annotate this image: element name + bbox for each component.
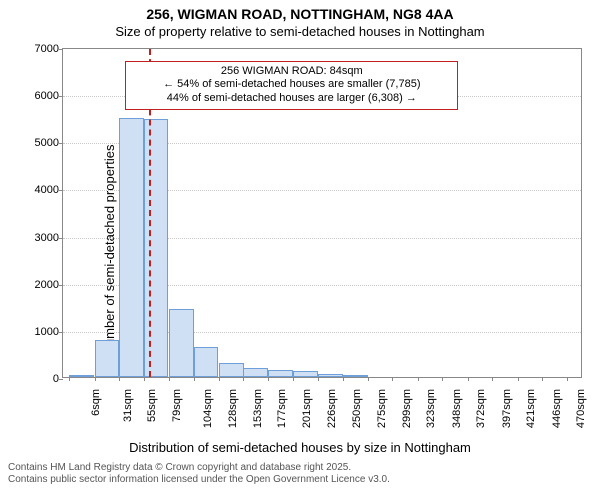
annotation-line: 44% of semi-detached houses are larger (…: [132, 92, 451, 106]
xtick-label: 226sqm: [327, 389, 339, 428]
xtick-label: 421sqm: [525, 389, 537, 428]
xtick-label: 6sqm: [90, 389, 102, 416]
xtick-mark: [542, 377, 543, 381]
xtick-label: 31sqm: [122, 389, 134, 422]
xtick-mark: [194, 377, 195, 381]
xtick-label: 104sqm: [202, 389, 214, 428]
xtick-label: 250sqm: [351, 389, 363, 428]
xtick-label: 153sqm: [252, 389, 264, 428]
annotation-box: 256 WIGMAN ROAD: 84sqm← 54% of semi-deta…: [125, 61, 458, 110]
xtick-mark: [368, 377, 369, 381]
ytick-label: 6000: [35, 90, 63, 102]
xtick-mark: [343, 377, 344, 381]
histogram-bar: [293, 371, 318, 377]
xtick-mark: [567, 377, 568, 381]
xtick-mark: [468, 377, 469, 381]
histogram-bar: [144, 119, 169, 377]
footer-line: Contains public sector information licen…: [8, 474, 390, 486]
histogram-bar: [243, 368, 268, 377]
xtick-label: 177sqm: [277, 389, 289, 428]
ytick-label: 0: [53, 373, 63, 385]
histogram-bar: [343, 375, 368, 377]
xtick-mark: [442, 377, 443, 381]
xtick-label: 201sqm: [301, 389, 313, 428]
histogram-bar: [318, 374, 343, 377]
xtick-mark: [492, 377, 493, 381]
xtick-mark: [293, 377, 294, 381]
xtick-mark: [518, 377, 519, 381]
xtick-label: 348sqm: [451, 389, 463, 428]
xtick-mark: [392, 377, 393, 381]
footer-line: Contains HM Land Registry data © Crown c…: [8, 462, 390, 474]
xtick-mark: [95, 377, 96, 381]
histogram-bar: [69, 375, 94, 377]
ytick-label: 2000: [35, 279, 63, 291]
xtick-label: 470sqm: [575, 389, 587, 428]
chart-title: 256, WIGMAN ROAD, NOTTINGHAM, NG8 4AA: [0, 6, 600, 22]
histogram-bar: [219, 363, 244, 377]
xtick-mark: [268, 377, 269, 381]
ytick-label: 7000: [35, 43, 63, 55]
x-axis-label: Distribution of semi-detached houses by …: [0, 440, 600, 455]
annotation-line: 256 WIGMAN ROAD: 84sqm: [132, 65, 451, 79]
xtick-label: 446sqm: [551, 389, 563, 428]
xtick-label: 79sqm: [171, 389, 183, 422]
annotation-line: ← 54% of semi-detached houses are smalle…: [132, 78, 451, 92]
histogram-bar: [194, 347, 219, 377]
xtick-mark: [144, 377, 145, 381]
histogram-bar: [169, 309, 194, 377]
xtick-label: 323sqm: [425, 389, 437, 428]
xtick-mark: [318, 377, 319, 381]
chart-subtitle: Size of property relative to semi-detach…: [0, 24, 600, 39]
plot-area: 010002000300040005000600070006sqm31sqm55…: [62, 48, 582, 378]
ytick-label: 5000: [35, 137, 63, 149]
xtick-mark: [219, 377, 220, 381]
ytick-label: 4000: [35, 184, 63, 196]
chart-container: 256, WIGMAN ROAD, NOTTINGHAM, NG8 4AA Si…: [0, 0, 600, 500]
histogram-bar: [268, 370, 293, 377]
ytick-label: 3000: [35, 232, 63, 244]
xtick-label: 372sqm: [475, 389, 487, 428]
xtick-label: 55sqm: [146, 389, 158, 422]
xtick-mark: [119, 377, 120, 381]
xtick-mark: [69, 377, 70, 381]
footer-attribution: Contains HM Land Registry data © Crown c…: [8, 462, 390, 486]
xtick-mark: [243, 377, 244, 381]
xtick-label: 397sqm: [501, 389, 513, 428]
histogram-bar: [95, 340, 120, 377]
xtick-label: 128sqm: [227, 389, 239, 428]
xtick-mark: [169, 377, 170, 381]
xtick-mark: [418, 377, 419, 381]
xtick-label: 299sqm: [401, 389, 413, 428]
xtick-label: 275sqm: [377, 389, 389, 428]
histogram-bar: [119, 118, 144, 377]
ytick-label: 1000: [35, 326, 63, 338]
